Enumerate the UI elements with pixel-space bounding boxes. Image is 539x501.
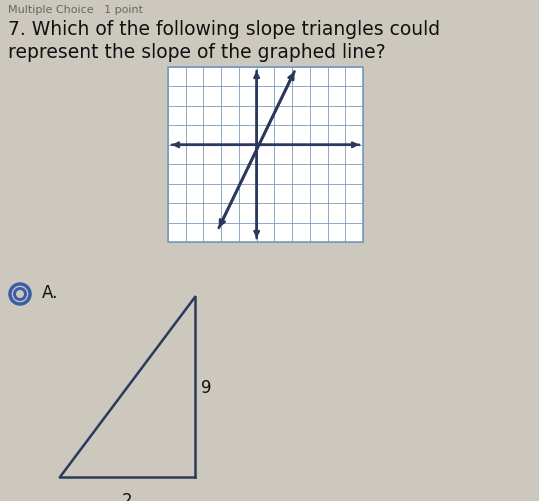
Text: A.: A.: [42, 284, 58, 302]
Text: 7. Which of the following slope triangles could: 7. Which of the following slope triangle…: [8, 20, 440, 39]
Text: 9: 9: [201, 378, 211, 396]
Circle shape: [13, 288, 27, 302]
Bar: [168, 68, 363, 242]
Circle shape: [16, 291, 24, 299]
Circle shape: [10, 285, 30, 305]
Bar: [168, 68, 363, 242]
Text: Multiple Choice   1 point: Multiple Choice 1 point: [8, 5, 143, 15]
Text: represent the slope of the graphed line?: represent the slope of the graphed line?: [8, 43, 385, 62]
Text: 2: 2: [122, 491, 133, 501]
